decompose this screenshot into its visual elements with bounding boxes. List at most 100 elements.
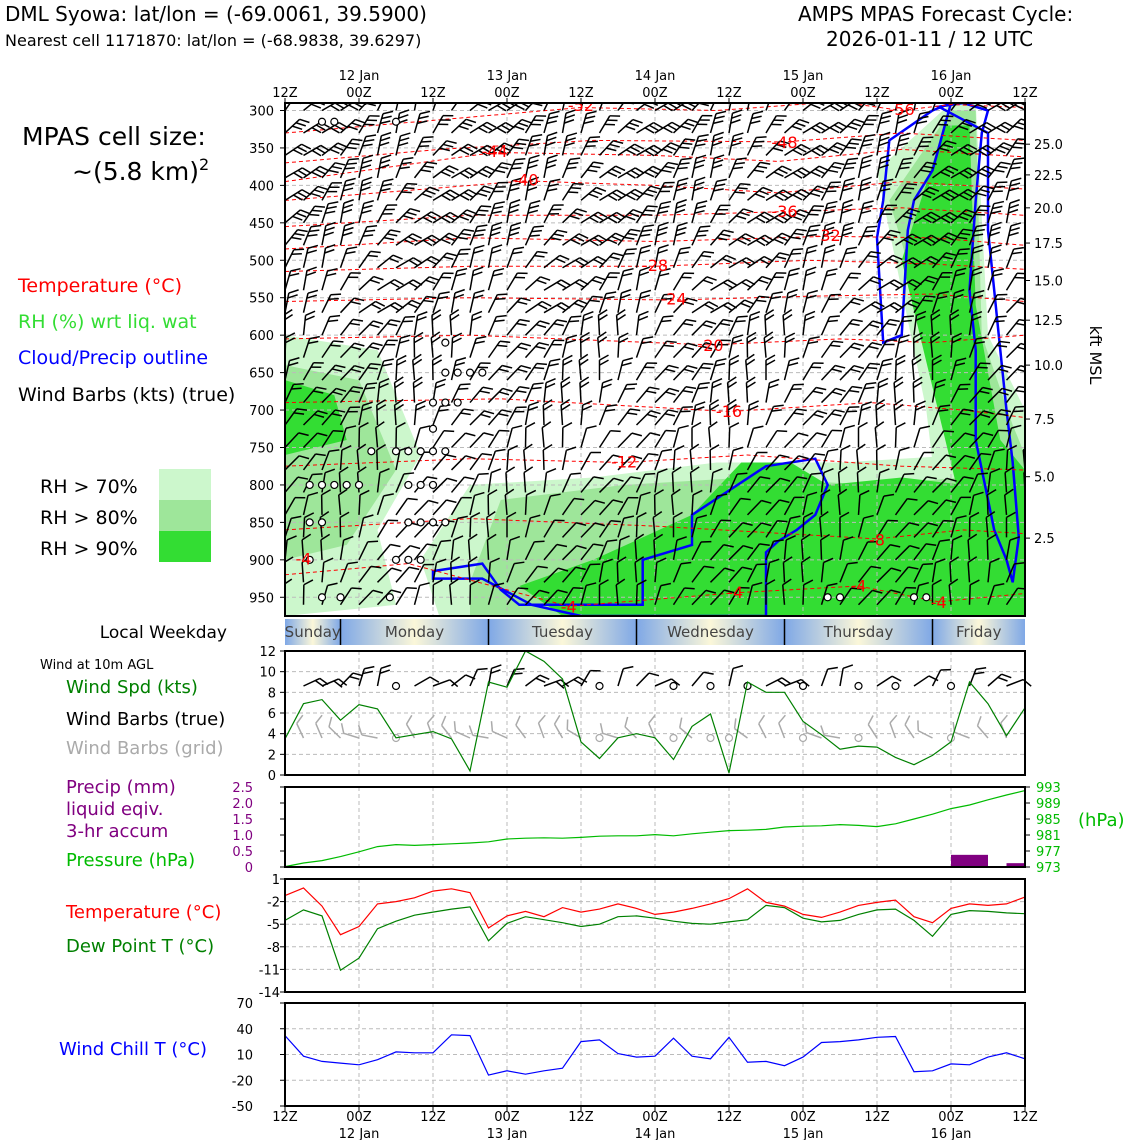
wind-barb <box>802 122 830 134</box>
barb-flag <box>495 448 506 452</box>
barb-flag <box>339 466 349 474</box>
wind-barb <box>671 466 682 493</box>
barb-flag <box>523 443 533 451</box>
barb-staff <box>376 449 379 470</box>
barb-flag <box>327 582 338 587</box>
wind-barb <box>561 354 573 381</box>
top-time-label: 00Z <box>790 86 816 101</box>
barb-flag <box>1026 490 1035 496</box>
weekday-label: Local Weekday <box>100 623 227 643</box>
barb-staff <box>376 472 381 493</box>
barb-flag <box>1001 387 1013 392</box>
barb-staff <box>950 497 962 516</box>
barb-staff <box>432 272 444 291</box>
barb-flag <box>305 310 316 316</box>
barb-flag <box>636 512 647 519</box>
barb-flag <box>723 229 734 234</box>
barb-flag <box>994 320 1005 323</box>
barb-staff <box>1024 566 1025 583</box>
barb-flag <box>901 319 912 323</box>
barb-flag <box>764 211 774 218</box>
barb-flag <box>899 91 909 98</box>
wind-barb <box>635 432 661 449</box>
barb-staff <box>987 121 1006 134</box>
barb-flag <box>998 368 1009 373</box>
barb-flag <box>827 319 838 323</box>
wind-barb <box>654 387 680 404</box>
barb-flag <box>587 140 598 143</box>
barb-flag <box>976 715 982 727</box>
barb-flag <box>1000 161 1011 165</box>
barb-flag <box>444 235 455 242</box>
barb-staff <box>302 432 318 449</box>
barb-flag <box>492 244 503 249</box>
barb-flag <box>338 678 348 686</box>
barb-flag <box>816 410 828 415</box>
wind-barb <box>302 335 320 358</box>
barb-staff <box>1005 540 1011 560</box>
barb-flag <box>847 276 859 279</box>
barb-flag <box>824 249 835 254</box>
bottom-time-label: 12Z <box>568 1110 594 1125</box>
cloud-outline <box>431 457 830 616</box>
barb-flag <box>460 248 471 251</box>
barb-staff <box>506 272 518 291</box>
barb-flag <box>542 444 553 451</box>
barb-staff <box>802 338 811 358</box>
wind-barb <box>358 320 384 336</box>
barb-flag <box>737 472 748 475</box>
barb-flag <box>650 185 661 190</box>
barb-flag <box>1009 227 1020 232</box>
barb-flag <box>775 272 787 274</box>
barb-flag <box>648 672 660 677</box>
barb-staff <box>450 476 465 493</box>
wind-barb <box>506 342 532 359</box>
barb-flag <box>325 243 336 249</box>
barb-flag <box>799 208 810 214</box>
barb-flag <box>695 176 706 182</box>
barb-flag <box>841 208 852 214</box>
barb-flag <box>288 272 300 277</box>
barb-flag <box>350 300 361 305</box>
barb-flag <box>648 453 659 456</box>
barb-flag <box>413 336 424 344</box>
barb-flag <box>671 678 681 686</box>
barb-flag <box>939 404 951 408</box>
barb-staff <box>839 225 845 246</box>
temperature-y-tick-label: -2 <box>267 896 280 911</box>
wind-barb <box>561 472 581 493</box>
barb-staff <box>857 158 864 179</box>
barb-flag <box>512 251 523 255</box>
wind-barb <box>913 275 939 291</box>
barb-flag <box>942 143 954 149</box>
barb-staff <box>524 320 541 336</box>
barb-flag <box>573 182 584 186</box>
barb-flag <box>344 167 355 170</box>
barb-flag <box>789 267 800 272</box>
barb-flag <box>656 557 667 564</box>
barb-flag <box>311 171 322 178</box>
barb-flag <box>636 579 647 586</box>
barb-flag <box>409 207 421 213</box>
barb-staff <box>819 517 823 538</box>
barb-flag <box>879 188 891 192</box>
barb-flag <box>870 303 881 311</box>
wind-barb <box>950 288 965 313</box>
grid-wind-barb <box>426 714 435 739</box>
barb-flag <box>575 522 587 526</box>
barb-flag <box>610 520 622 523</box>
barb-staff <box>506 297 522 314</box>
barb-flag <box>902 215 913 220</box>
wind-barb <box>765 539 784 561</box>
barb-flag <box>306 266 317 272</box>
barb-flag <box>599 723 604 734</box>
barb-flag <box>328 297 339 300</box>
barb-flag <box>325 272 337 277</box>
barb-staff <box>857 251 872 269</box>
barb-staff <box>321 340 334 359</box>
barb-flag <box>549 110 560 115</box>
barb-staff <box>617 455 633 471</box>
barb-flag <box>725 254 737 261</box>
barb-flag <box>730 119 741 124</box>
wind-barb <box>746 310 761 336</box>
